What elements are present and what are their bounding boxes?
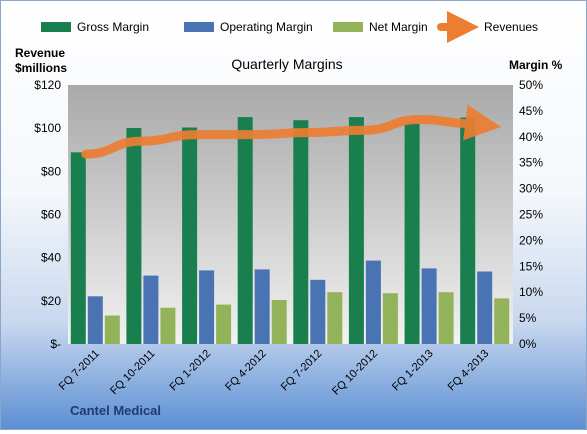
bar-gross-margin-6 [404,123,420,344]
x-tick-label: FQ 4-2013 [446,348,492,394]
bar-operating-margin-1 [143,275,159,344]
bar-net-margin-7 [494,298,510,344]
bar-operating-margin-5 [365,260,381,344]
legend-label-net-margin: Net Margin [369,20,428,34]
legend-swatch-operating-margin [184,22,214,32]
legend-label-gross-margin: Gross Margin [77,20,149,34]
bar-operating-margin-4 [310,279,326,344]
x-axis-ticks: FQ 7-2011 FQ 10-2011 FQ 1-2012 FQ 4-2012 FQ … [57,348,492,398]
left-axis-ticks: $- $20 $40 $60 $80 $100 $120 [34,78,61,351]
x-tick-label: FQ 4-2012 [223,348,269,394]
right-tick-label: 45% [519,104,543,118]
bar-gross-margin-7 [460,117,476,344]
x-tick-label: FQ 10-2012 [330,348,380,398]
legend: Gross Margin Operating Margin Net Margin Re… [41,11,538,43]
bar-net-margin-0 [104,315,120,344]
legend-swatch-net-margin [333,22,363,32]
right-tick-label: 10% [519,285,543,299]
x-tick-label: FQ 10-2011 [108,348,157,397]
bar-gross-margin-0 [70,152,86,344]
right-axis-ticks: 0% 5% 10% 15% 20% 25% 30% 35% 40% 45% 50% [519,78,543,351]
x-tick-label: FQ 1-2012 [168,348,214,394]
left-tick-label: $40 [41,251,61,265]
right-tick-label: 40% [519,130,543,144]
bar-gross-margin-5 [348,117,364,344]
right-tick-label: 15% [519,259,543,273]
bars-group [70,117,510,344]
bar-operating-margin-6 [421,268,437,344]
bar-gross-margin-2 [182,127,198,344]
bar-net-margin-3 [271,300,287,344]
revenue-line-group [81,104,502,159]
bar-net-margin-5 [382,293,398,344]
bar-operating-margin-0 [87,296,103,344]
right-tick-label: 25% [519,208,543,222]
right-tick-label: 5% [519,311,537,325]
bar-operating-margin-2 [199,270,215,344]
left-tick-label: $60 [41,208,61,222]
right-tick-label: 50% [519,78,543,92]
revenues-line [81,104,502,159]
bar-gross-margin-4 [293,120,309,344]
left-axis-title-line1: Revenue [15,46,65,60]
x-tick-label: FQ 1-2013 [390,348,436,394]
bar-operating-margin-7 [477,271,493,344]
company-name: Cantel Medical [70,403,161,418]
legend-label-operating-margin: Operating Margin [220,20,313,34]
right-tick-label: 35% [519,156,543,170]
right-axis-title: Margin % [509,58,563,72]
left-tick-label: $120 [34,78,61,92]
bar-net-margin-2 [216,304,232,344]
bar-gross-margin-1 [126,128,142,344]
legend-swatch-gross-margin [41,22,71,32]
bar-net-margin-1 [160,307,176,344]
chart-title: Quarterly Margins [231,56,342,72]
x-tick-label: FQ 7-2012 [279,348,325,394]
right-tick-label: 20% [519,233,543,247]
bar-net-margin-4 [327,292,343,344]
right-tick-label: 30% [519,182,543,196]
right-tick-label: 0% [519,337,537,351]
bar-operating-margin-3 [254,269,270,344]
left-tick-label: $- [50,337,61,351]
left-tick-label: $20 [41,294,61,308]
bar-gross-margin-3 [237,117,253,344]
legend-label-revenues: Revenues [484,20,538,34]
left-axis-title-line2: $millions [15,61,67,75]
left-tick-label: $80 [41,164,61,178]
left-tick-label: $100 [34,121,61,135]
bar-net-margin-6 [438,292,454,344]
x-tick-label: FQ 7-2011 [57,348,102,393]
